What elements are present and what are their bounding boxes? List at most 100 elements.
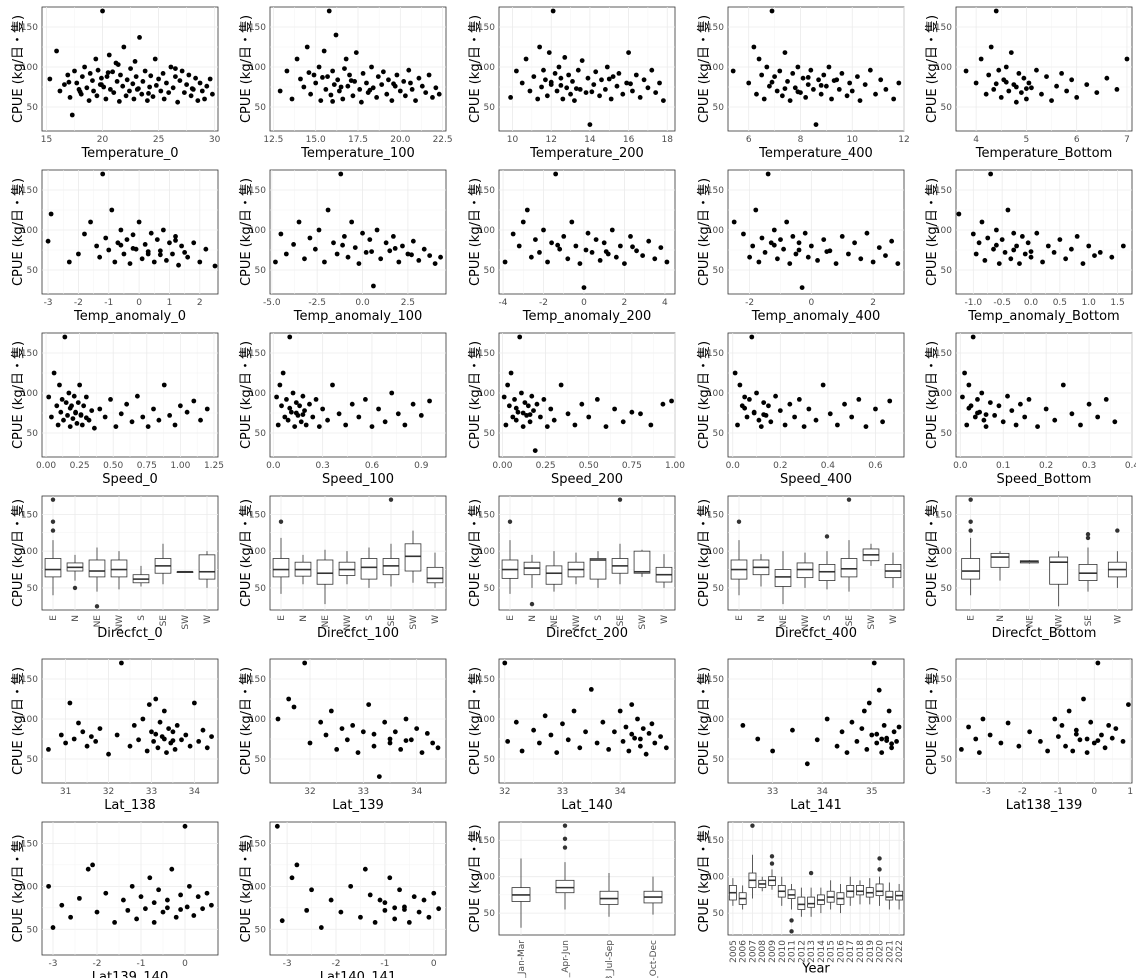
scatter-point [754, 91, 759, 97]
scatter-point [116, 99, 122, 104]
x-tick-label: -0.5 [993, 298, 1011, 308]
x-tick-label: 0 [1091, 787, 1097, 797]
scatter-point [658, 245, 664, 251]
scatter-point [426, 914, 432, 920]
scatter-point [279, 403, 284, 409]
scatter-point [286, 696, 292, 702]
scatter-point [982, 258, 988, 263]
scatter-point [387, 248, 393, 254]
scatter-point [413, 98, 418, 103]
scatter-point [79, 74, 85, 79]
scatter-point [895, 261, 901, 266]
x-tick-label: 34 [189, 787, 201, 797]
scatter-point [784, 219, 790, 225]
x-tick-label: 0.25 [536, 461, 556, 471]
scatter-point [158, 88, 164, 94]
scatter-point [854, 739, 860, 744]
scatter-point [735, 422, 740, 428]
scatter-point [964, 422, 970, 428]
scatter-point [77, 89, 83, 95]
scatter-point [1028, 254, 1034, 260]
scatter-point [426, 72, 432, 78]
x-tick-label: 0 [581, 298, 587, 308]
scatter-point [94, 909, 100, 915]
scatter-point [209, 902, 214, 908]
scatter-point [552, 71, 558, 76]
y-tick-label: 150 [249, 23, 266, 33]
scatter-point [367, 892, 373, 898]
y-tick-label: 50 [941, 266, 953, 276]
scatter-point [620, 739, 626, 744]
scatter-point [1091, 740, 1097, 746]
scatter-point [993, 81, 999, 87]
scatter-point [508, 95, 514, 100]
scatter-point [164, 80, 169, 86]
panel-background [41, 821, 219, 956]
scatter-point [846, 251, 851, 257]
y-tick-label: 100 [21, 226, 38, 236]
scatter-point [100, 171, 106, 177]
panel-background [41, 169, 219, 295]
box-outlier [1085, 532, 1091, 537]
scatter-point [513, 405, 519, 411]
x-tick-label: NW [801, 615, 811, 631]
scatter-point [195, 894, 201, 900]
scatter-point [334, 251, 340, 257]
y-tick-label: 100 [249, 63, 266, 73]
scatter-point [1104, 75, 1110, 81]
scatter-point [1084, 736, 1090, 742]
scatter-point [330, 68, 336, 74]
y-tick-label: 150 [478, 349, 495, 359]
scatter-point [124, 77, 130, 83]
scatter-point [646, 238, 652, 244]
scatter-point [826, 64, 832, 70]
scatter-point [110, 69, 116, 75]
x-tick-label: 0.1 [996, 461, 1010, 471]
scatter-point [1112, 419, 1118, 425]
scatter-point [139, 256, 145, 262]
scatter-point [108, 397, 113, 402]
scatter-point [328, 708, 334, 714]
scatter-point [769, 79, 775, 85]
x-tick-label: 0.3 [1082, 461, 1096, 471]
panel-background [498, 821, 676, 936]
scatter-point [879, 750, 885, 755]
y-tick-label: 150 [478, 836, 495, 846]
scatter-point [1038, 739, 1043, 744]
x-tick-label: 15 [41, 135, 52, 145]
scatter-point [330, 382, 335, 388]
scatter-point [987, 400, 993, 405]
scatter-point [336, 88, 342, 94]
scatter-point [827, 411, 833, 417]
box-outlier [769, 854, 775, 859]
scatter-point [533, 237, 538, 243]
scatter-point [587, 122, 593, 127]
scatter-point [620, 91, 626, 97]
y-tick-label: 50 [27, 755, 39, 765]
scatter-point [187, 883, 192, 889]
scatter-point [962, 370, 967, 376]
scatter-point [300, 412, 306, 417]
scatter-point [1066, 708, 1072, 714]
y-tick-label: 100 [478, 63, 495, 73]
x-tick-label: 10 [847, 135, 859, 145]
y-tick-label: 150 [478, 675, 495, 685]
scatter-point [328, 92, 334, 98]
scatter-point [1124, 56, 1130, 62]
scatter-point [792, 85, 798, 91]
scatter-point [94, 93, 100, 99]
scatter-point [333, 32, 339, 38]
scatter-point [1045, 748, 1050, 754]
y-tick-label: 150 [21, 186, 38, 196]
scatter-point [338, 84, 344, 90]
y-tick-label: 50 [255, 266, 267, 276]
scatter-point [558, 382, 564, 388]
y-tick-label: 100 [21, 715, 38, 725]
scatter-point [204, 406, 210, 412]
y-axis-label: CPUE (kg/日・隻) [239, 667, 254, 775]
scatter-point [663, 745, 669, 751]
scatter-point [287, 334, 293, 340]
scatter-point [976, 240, 982, 246]
